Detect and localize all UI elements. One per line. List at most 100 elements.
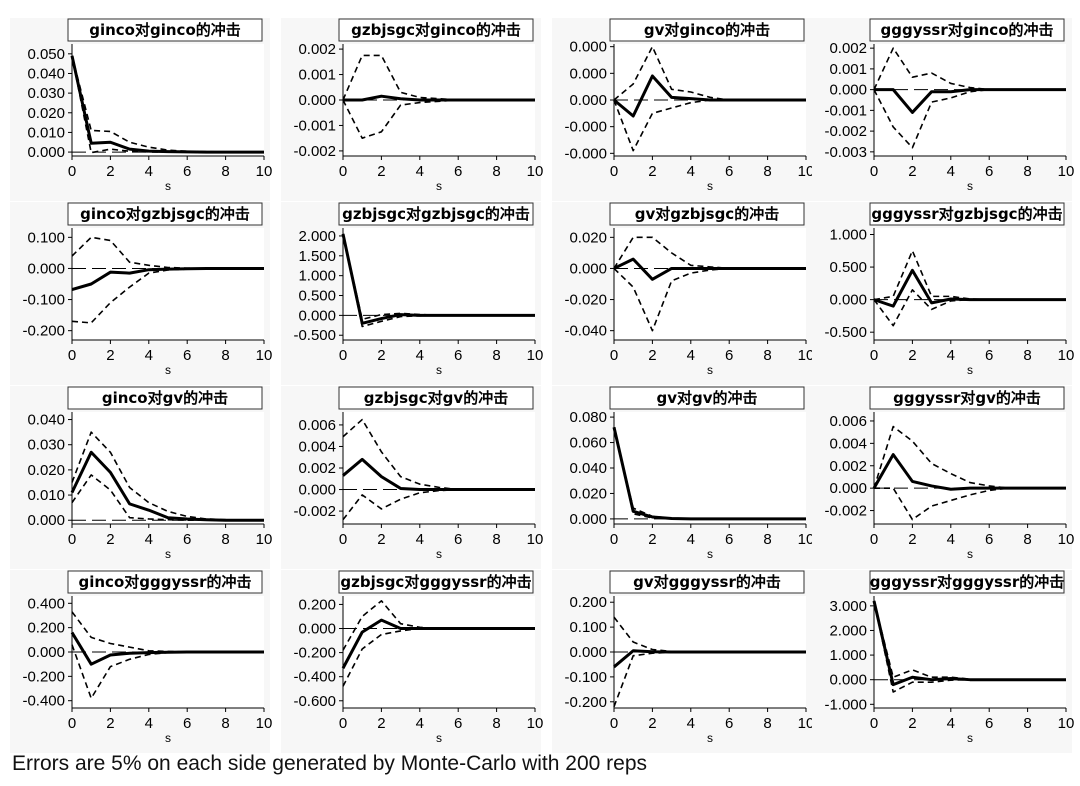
y-tick-label: 1.500 — [298, 248, 336, 265]
y-tick-label: -0.500 — [293, 327, 336, 344]
y-tick-label: 0.002 — [298, 460, 336, 477]
y-tick-label: 0.500 — [829, 259, 867, 276]
y-tick-label: 0.000 — [27, 260, 65, 277]
plot-area — [874, 228, 1066, 340]
x-tick-label: 0 — [339, 715, 347, 732]
x-tick-label: 10 — [527, 347, 544, 364]
panel-title-box — [869, 570, 1065, 594]
plot-area — [874, 44, 1066, 156]
x-axis-label: s — [436, 179, 442, 193]
x-tick-label: 6 — [725, 347, 733, 364]
x-tick-label: 10 — [527, 163, 544, 180]
x-tick-label: 4 — [687, 531, 695, 548]
x-axis-label: s — [707, 731, 713, 745]
x-tick-label: 10 — [1058, 347, 1075, 364]
x-axis-label: s — [967, 179, 973, 193]
y-tick-label: -0.400 — [293, 669, 336, 686]
panel-title-box — [869, 18, 1065, 42]
x-tick-label: 8 — [1023, 163, 1031, 180]
irf-line — [70, 631, 264, 666]
x-tick-label: 0 — [339, 347, 347, 364]
irf-line — [872, 600, 1066, 687]
x-tick-label: 4 — [687, 347, 695, 364]
y-tick-label: 0.100 — [569, 619, 607, 636]
x-tick-label: 6 — [725, 715, 733, 732]
x-tick-label: 0 — [68, 347, 76, 364]
y-tick-label: 0.080 — [569, 409, 607, 426]
confidence-band-line — [342, 418, 535, 491]
y-tick-label: 0.000 — [298, 92, 336, 109]
x-tick-label: 2 — [106, 531, 114, 548]
y-tick-label: -0.100 — [564, 669, 607, 686]
x-tick-label: 8 — [1023, 531, 1031, 548]
x-axis-label: s — [165, 179, 171, 193]
x-tick-label: 4 — [416, 531, 424, 548]
x-tick-label: 2 — [908, 531, 916, 548]
confidence-band-line — [613, 45, 806, 101]
x-tick-label: 10 — [256, 531, 273, 548]
y-tick-label: 0.000 — [829, 480, 867, 497]
y-tick-label: 0.030 — [27, 437, 65, 454]
x-tick-label: 0 — [68, 715, 76, 732]
irf-line — [612, 426, 806, 521]
panel-title-box — [609, 202, 805, 226]
x-tick-label: 2 — [377, 531, 385, 548]
x-tick-label: 2 — [648, 531, 656, 548]
plot-area — [72, 228, 264, 340]
y-tick-label: -0.002 — [293, 143, 336, 160]
x-axis-label: s — [165, 731, 171, 745]
plot-area — [874, 596, 1066, 708]
plot-area — [72, 44, 264, 156]
x-axis-label: s — [707, 547, 713, 561]
x-tick-label: 0 — [610, 715, 618, 732]
y-tick-label: -0.600 — [293, 693, 336, 710]
y-tick-label: 0.000 — [27, 644, 65, 661]
irf-panel: gzbjsgc对gggyssr的冲击 -0.600 -0.400 -0.200 0.00… — [281, 570, 543, 753]
y-tick-label: 0.500 — [298, 288, 336, 305]
panel-title: gv对gggyssr的冲击 — [633, 573, 781, 591]
panel-title: gv对gzbjsgc的冲击 — [635, 205, 779, 223]
y-tick-label: 0.000 — [298, 307, 336, 324]
x-tick-label: 0 — [610, 163, 618, 180]
y-tick-label: -0.020 — [564, 292, 607, 309]
y-tick-label: 0.020 — [569, 485, 607, 502]
irf-panel: ginco对gzbjsgc的冲击 -0.200 -0.100 0.000 0.100 0 2… — [10, 202, 272, 385]
x-tick-label: 0 — [68, 531, 76, 548]
panel-title: ginco对gzbjsgc的冲击 — [80, 205, 250, 223]
x-axis-label: s — [707, 179, 713, 193]
y-tick-label: 0.004 — [829, 435, 867, 452]
x-tick-label: 10 — [798, 531, 815, 548]
y-tick-label: 2.000 — [829, 622, 867, 639]
irf-line — [343, 94, 535, 102]
panel-title: gggyssr对ginco的冲击 — [881, 21, 1054, 39]
x-tick-label: 2 — [648, 347, 656, 364]
x-tick-label: 4 — [947, 347, 955, 364]
y-tick-label: -0.500 — [824, 324, 867, 341]
panel-title: gzbjsgc对ginco的冲击 — [351, 21, 521, 39]
x-tick-label: 8 — [221, 163, 229, 180]
x-tick-label: 10 — [798, 715, 815, 732]
y-tick-label: 0.002 — [829, 40, 867, 57]
irf-line — [874, 88, 1066, 114]
x-tick-label: 10 — [1058, 531, 1075, 548]
x-tick-label: 8 — [763, 715, 771, 732]
y-tick-label: 0.000 — [829, 292, 867, 309]
panel-title-box — [67, 570, 263, 594]
y-tick-label: 0.001 — [829, 61, 867, 78]
irf-line — [71, 266, 264, 292]
y-tick-label: -0.200 — [22, 668, 65, 685]
x-tick-label: 2 — [106, 715, 114, 732]
y-tick-label: -0.100 — [22, 292, 65, 309]
panel-title: gv对ginco的冲击 — [644, 21, 770, 39]
y-tick-label: 3.000 — [829, 598, 867, 615]
x-tick-label: 2 — [106, 163, 114, 180]
irf-panel: gggyssr对gv的冲击 -0.002 0.000 0.002 0.004 0.006 0… — [812, 386, 1074, 569]
x-tick-label: 6 — [183, 715, 191, 732]
x-tick-label: 0 — [68, 163, 76, 180]
panel-title: gzbjsgc对gv的冲击 — [364, 389, 508, 407]
irf-panel: ginco对gv的冲击 0.000 0.010 0.020 0.030 0.040 0 2 4 6… — [10, 386, 272, 569]
panel-title-box — [338, 386, 534, 410]
x-axis-label: s — [436, 363, 442, 377]
y-tick-label: 0.200 — [27, 620, 65, 637]
x-tick-label: 6 — [454, 347, 462, 364]
